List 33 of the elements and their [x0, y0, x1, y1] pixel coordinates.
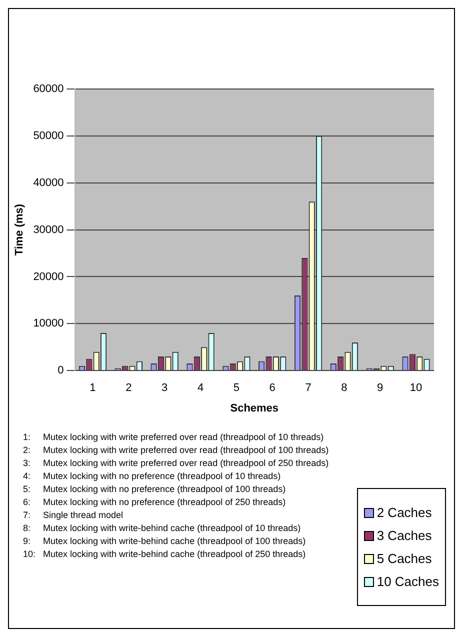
x-tick-label: 10: [410, 382, 422, 394]
text: 7: Single thread model: [23, 510, 124, 520]
legend-label: 3 Caches: [376, 528, 432, 543]
text: 9: Mutex locking with write-behind cache (threadpool of 100 threads): [23, 536, 306, 546]
x-tick-label: 3: [162, 382, 168, 394]
x-tick-label: 8: [341, 382, 348, 394]
legend-label: 2 Caches: [376, 505, 432, 520]
x-axis-title: Schemes: [230, 402, 279, 414]
y-tick-label: 30000: [33, 224, 64, 236]
text: 3: Mutex locking with write preferred over read (threadpool of 250 threads): [23, 458, 329, 468]
y-tick-label: 10000: [33, 318, 64, 330]
x-tick-label: 6: [269, 382, 276, 394]
y-axis-title: Time (ms): [14, 204, 26, 256]
y-tick-label: 60000: [33, 83, 64, 96]
x-tick-label: 4: [197, 382, 204, 394]
text: 4: Mutex locking with no preference (threadpool of 10 threads): [23, 471, 281, 481]
y-tick-label: 40000: [33, 176, 64, 189]
y-tick-label: 20000: [33, 270, 64, 283]
legend-label: 5 Caches: [376, 551, 432, 566]
text: 6: Mutex locking with no preference (threadpool of 250 threads): [23, 497, 286, 507]
x-tick-label: 7: [305, 382, 312, 394]
y-tick-label: 0: [58, 364, 64, 377]
text: 8: Mutex locking with write-behind cache (threadpool of 10 threads): [23, 523, 301, 533]
text: 1: Mutex locking with write preferred over read (threadpool of 10 threads): [23, 432, 324, 442]
x-tick-label: 2: [126, 382, 132, 394]
legend-label: 10 Caches: [376, 574, 439, 589]
y-tick-label: 50000: [33, 130, 64, 142]
text: 10: Mutex locking with write-behind cache (threadpool of 250 threads): [23, 548, 306, 561]
x-tick-label: 1: [90, 382, 96, 394]
x-tick-label: 5: [233, 382, 240, 394]
x-tick-label: 9: [377, 382, 384, 394]
text: 2: Mutex locking with write preferred over read (threadpool of 100 threads): [23, 445, 329, 455]
text: 5: Mutex locking with no preference (threadpool of 100 threads): [23, 484, 286, 494]
